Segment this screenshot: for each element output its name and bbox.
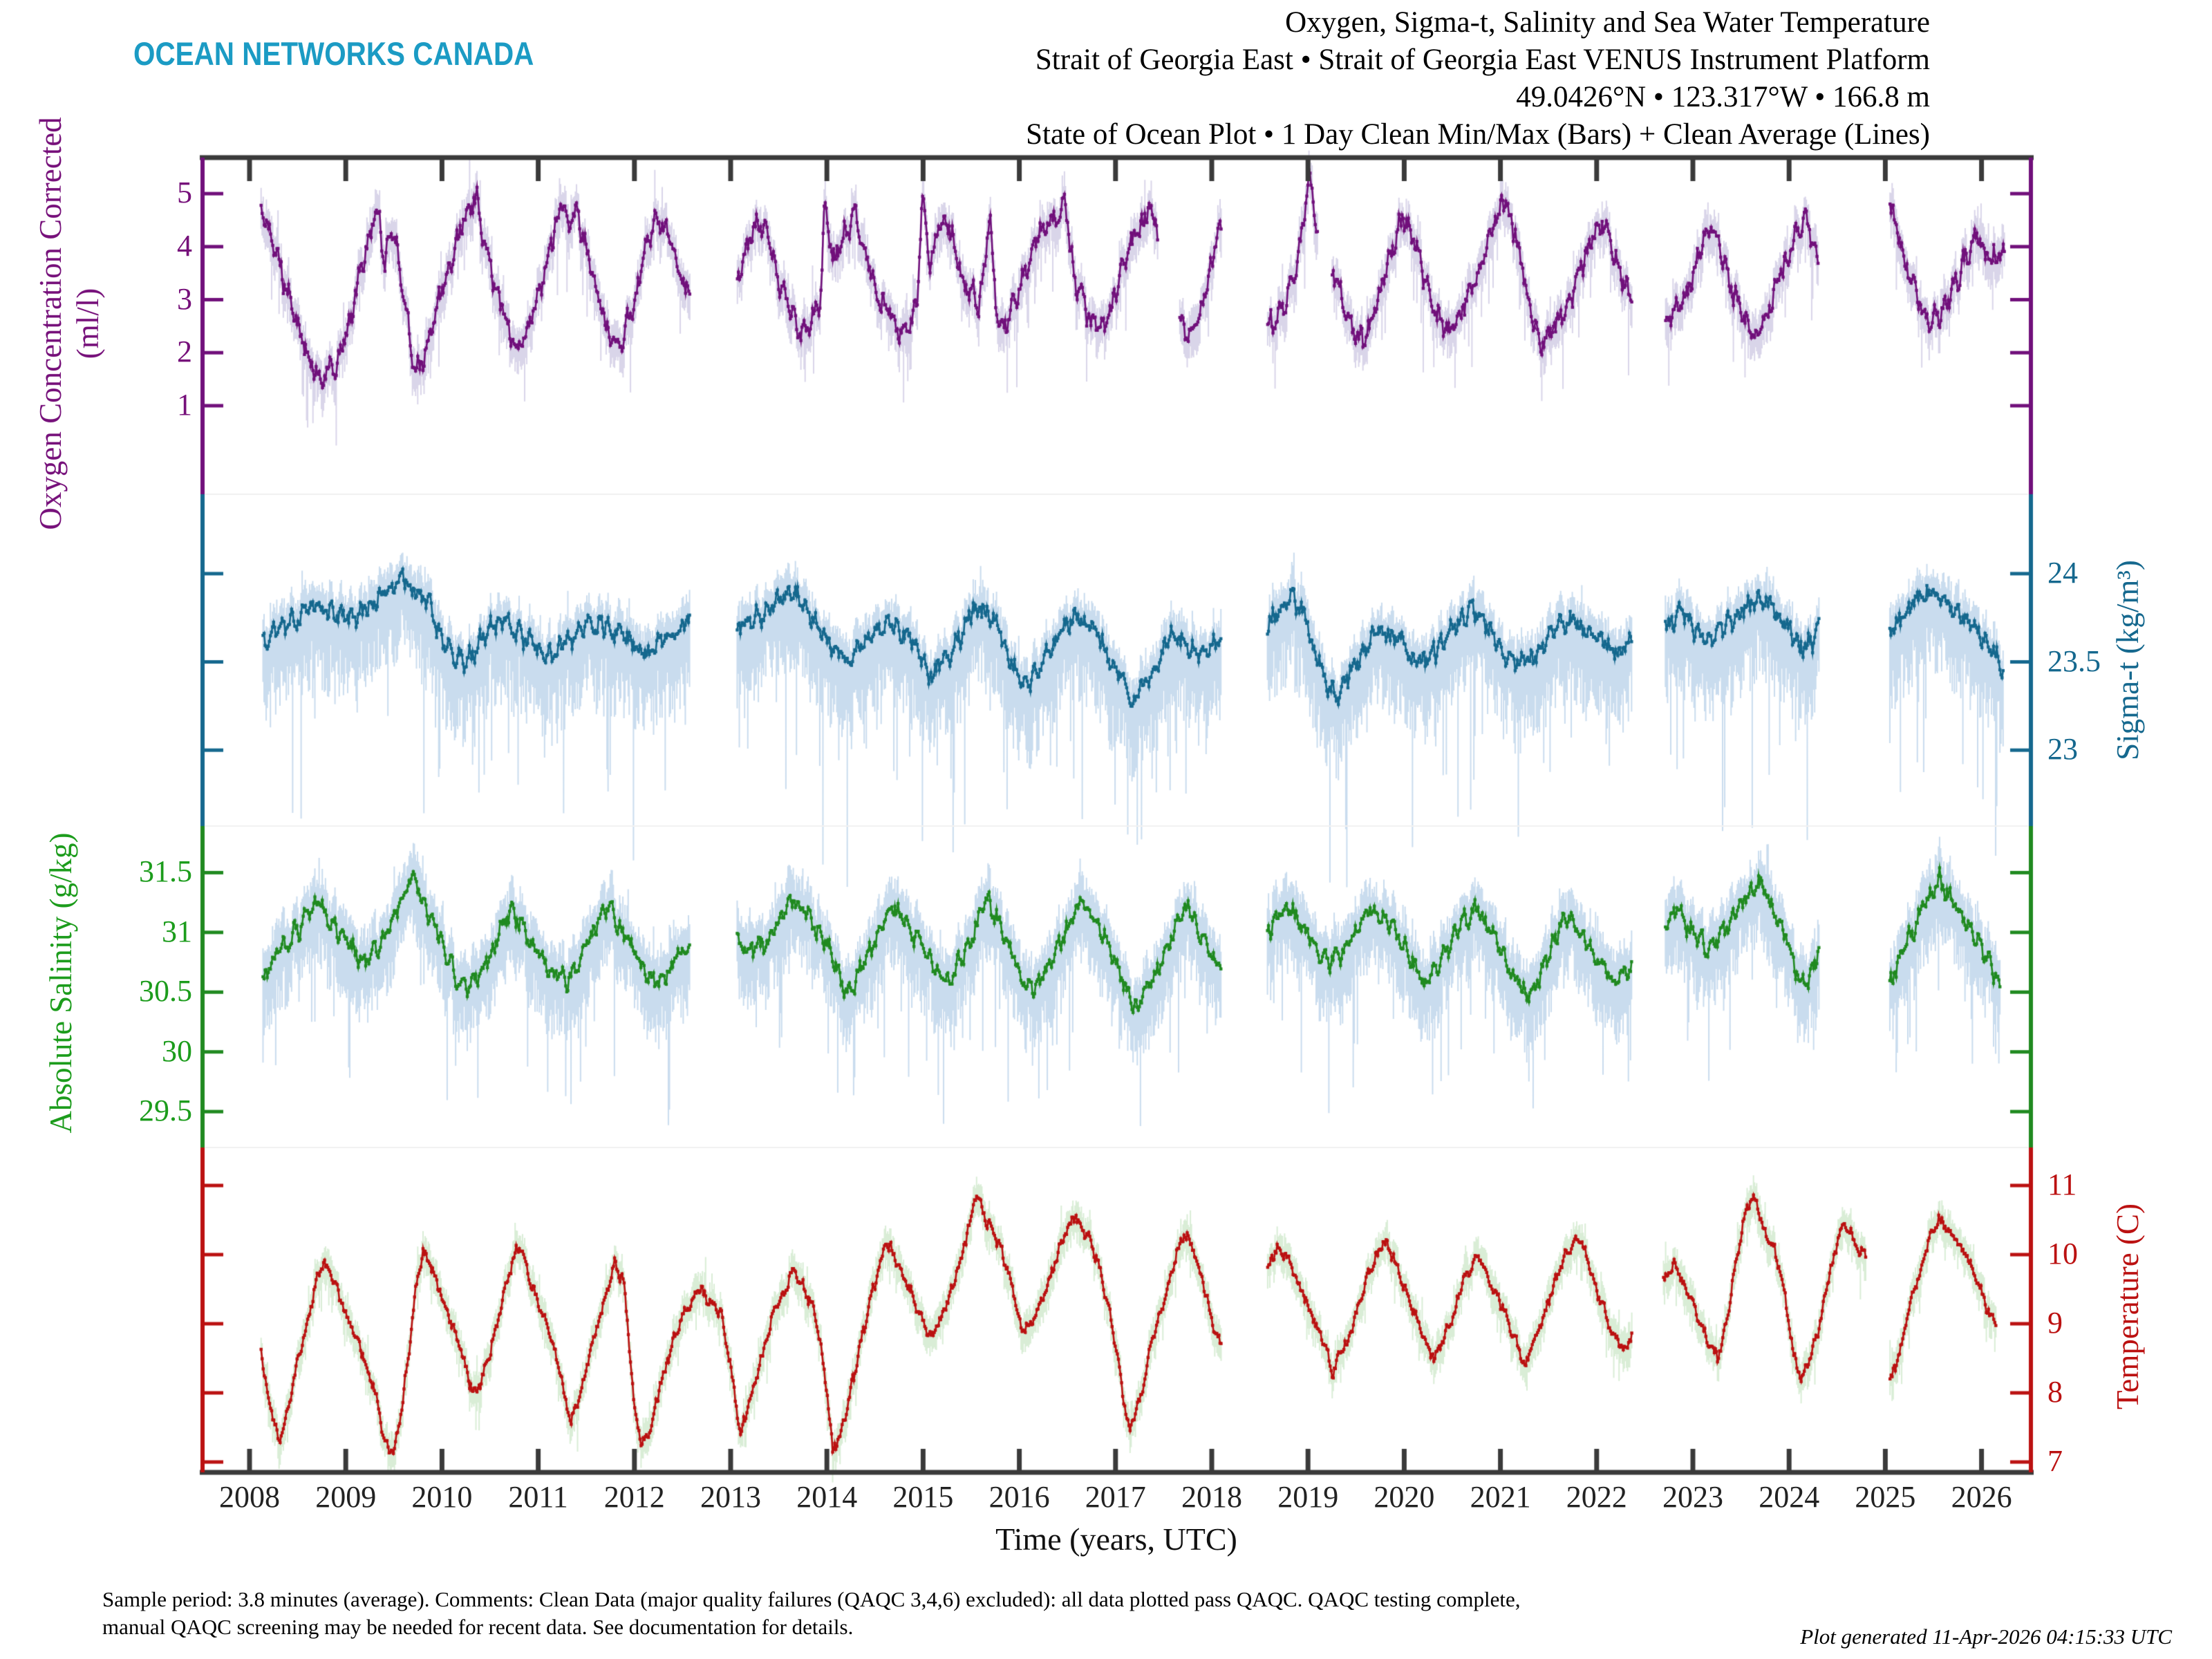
x-tick-label: 2012 — [603, 1480, 665, 1514]
x-tick-label: 2014 — [796, 1480, 858, 1514]
title-block: Oxygen, Sigma-t, Salinity and Sea Water … — [1026, 4, 1930, 153]
footer-comments: Sample period: 3.8 minutes (average). Co… — [102, 1586, 1521, 1641]
plot-coordinates: 49.0426°N • 123.317°W • 166.8 m — [1516, 81, 1930, 113]
x-tick-label: 2020 — [1374, 1480, 1435, 1514]
footer-comments-line1: Sample period: 3.8 minutes (average). Co… — [102, 1587, 1521, 1611]
ocean-networks-canada-logo: OCEAN NETWORKS CANADA — [133, 35, 534, 72]
y-axis-label-salinity: Absolute Salinity (g/kg) — [44, 832, 78, 1134]
x-tick-label: 2017 — [1085, 1480, 1146, 1514]
y-tick-label-salinity: 30 — [162, 1033, 192, 1068]
x-tick-label: 2011 — [508, 1480, 568, 1514]
x-tick-label: 2024 — [1759, 1480, 1820, 1514]
y-tick-label-salinity: 31.5 — [139, 854, 192, 889]
x-tick-label: 2013 — [700, 1480, 761, 1514]
x-tick-label: 2016 — [988, 1480, 1050, 1514]
plot-subtitle: State of Ocean Plot • 1 Day Clean Min/Ma… — [1026, 118, 1930, 151]
y-tick-label-temperature: 8 — [2047, 1375, 2063, 1409]
y-tick-label-oxygen: 3 — [177, 281, 192, 316]
x-tick-label: 2009 — [315, 1480, 377, 1514]
x-tick-label: 2018 — [1181, 1480, 1242, 1514]
y-tick-label-temperature: 11 — [2047, 1168, 2077, 1201]
x-tick-label: 2021 — [1470, 1480, 1531, 1514]
x-tick-label: 2025 — [1855, 1480, 1916, 1514]
plot-title: Oxygen, Sigma-t, Salinity and Sea Water … — [1285, 6, 1930, 39]
x-tick-label: 2026 — [1951, 1480, 2012, 1514]
y-tick-label-salinity: 30.5 — [139, 974, 192, 1009]
x-tick-label: 2019 — [1277, 1480, 1339, 1514]
x-tick-label: 2022 — [1566, 1480, 1627, 1514]
footer-comments-line2: manual QAQC screening may be needed for … — [102, 1615, 854, 1639]
y-tick-label-salinity: 29.5 — [139, 1094, 192, 1128]
y-tick-label-oxygen: 5 — [177, 176, 192, 210]
x-tick-label: 2023 — [1662, 1480, 1723, 1514]
x-tick-label: 2010 — [411, 1480, 473, 1514]
x-axis-label: Time (years, UTC) — [995, 1521, 1237, 1557]
y-tick-label-temperature: 7 — [2047, 1444, 2063, 1478]
y-tick-label-temperature: 10 — [2047, 1237, 2078, 1271]
y-axis-label-sigma-t: Sigma-t (kg/m³) — [2110, 560, 2145, 760]
x-tick-label: 2015 — [892, 1480, 954, 1514]
y-tick-label-salinity: 31 — [162, 914, 192, 948]
y-tick-label-oxygen: 4 — [177, 228, 192, 263]
plot-generated-timestamp: Plot generated 11-Apr-2026 04:15:33 UTC — [1800, 1624, 2172, 1649]
plot-station: Strait of Georgia East • Strait of Georg… — [1035, 44, 1930, 76]
y-tick-label-oxygen: 2 — [177, 335, 192, 369]
y-axis-label-temperature: Temperature (C) — [2110, 1203, 2145, 1409]
y-tick-label-sigma_t: 23.5 — [2047, 644, 2101, 678]
y-tick-label-temperature: 9 — [2047, 1306, 2063, 1340]
y-tick-label-sigma_t: 24 — [2047, 555, 2078, 590]
x-tick-label: 2008 — [219, 1480, 280, 1514]
y-tick-label-oxygen: 1 — [177, 387, 192, 422]
y-tick-label-sigma_t: 23 — [2047, 732, 2078, 767]
